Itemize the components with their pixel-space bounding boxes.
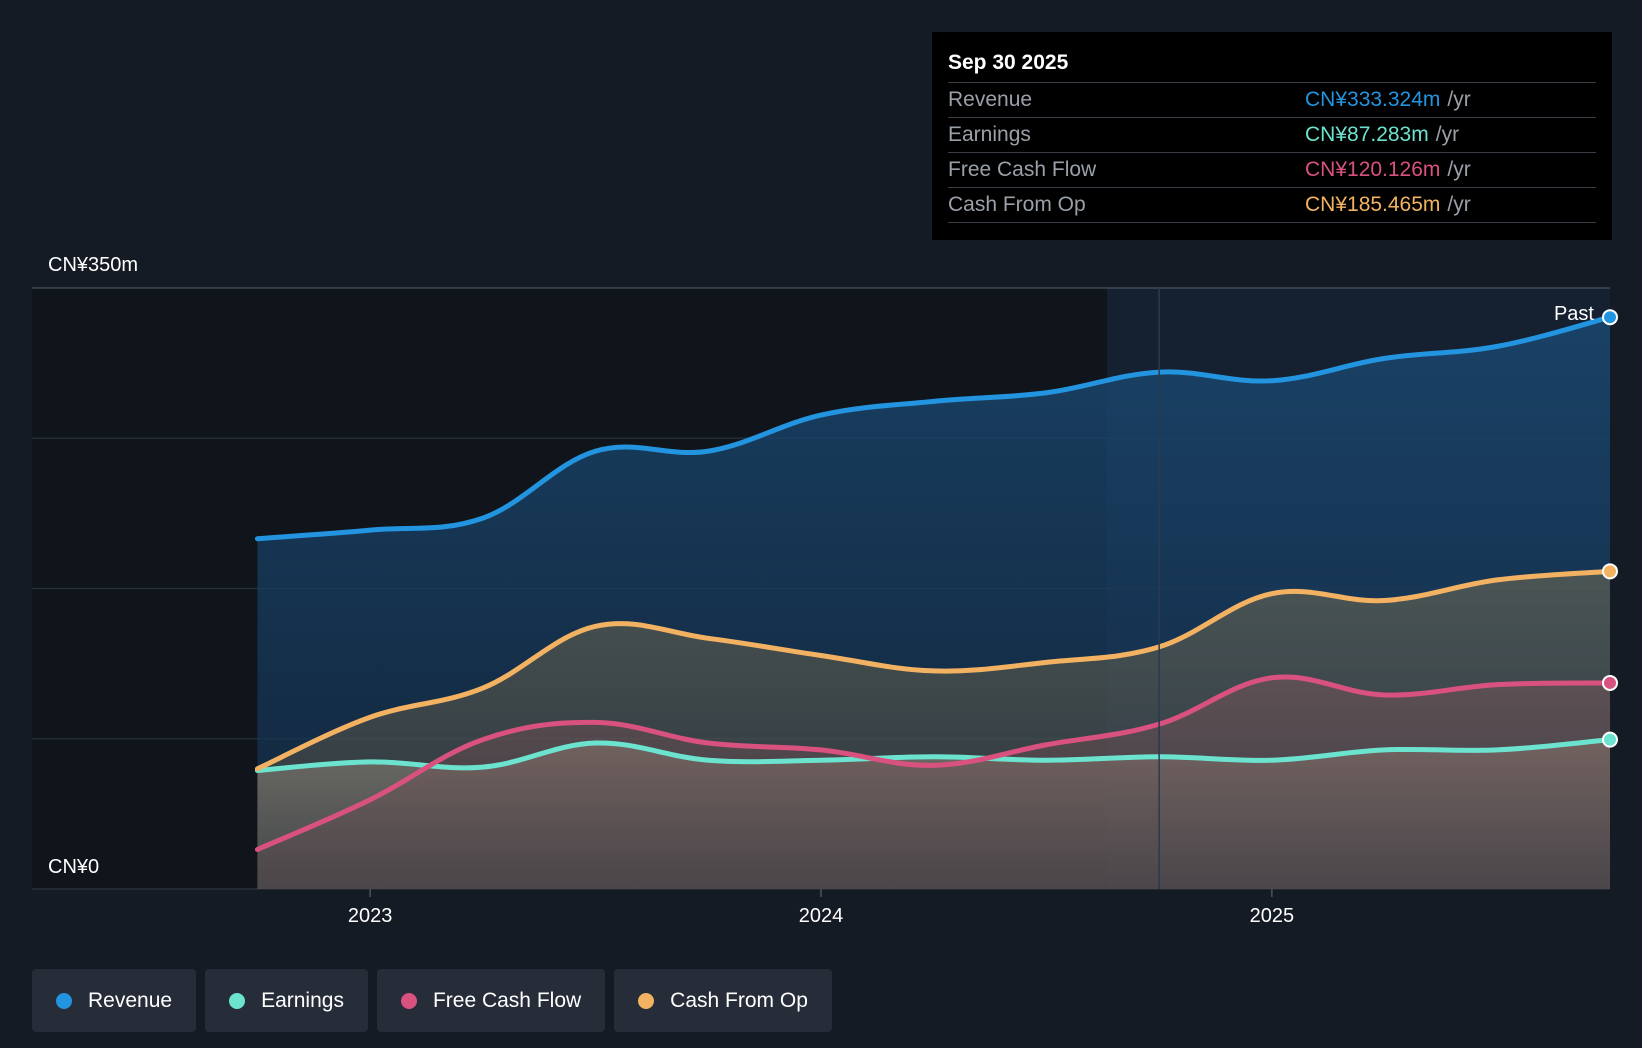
line-cash-from-op <box>254 568 1613 772</box>
x-axis-ticks: 2023 2024 2025 <box>348 889 1294 927</box>
legend-label: Revenue <box>88 988 173 1012</box>
tooltip-row-earnings: Earnings CN¥87.283m /yr <box>948 118 1596 153</box>
tooltip-row-free-cash-flow: Free Cash Flow CN¥120.126m /yr <box>948 153 1596 188</box>
tooltip-row-cash-from-op: Cash From Op CN¥185.465m /yr <box>948 188 1596 223</box>
line-free-cash-flow <box>254 674 1613 853</box>
end-marker-free-cash-flow <box>1602 674 1618 691</box>
tooltip-row-revenue: Revenue CN¥333.324m /yr <box>948 83 1596 118</box>
y-axis-bottom-label: CN¥0 <box>48 856 99 878</box>
x-tick-label: 2025 <box>1250 905 1295 927</box>
legend-dot-icon <box>638 992 655 1009</box>
end-marker-revenue <box>1602 309 1618 326</box>
line-revenue <box>254 314 1613 542</box>
legend-label: Free Cash Flow <box>432 988 582 1012</box>
tooltip-label: Free Cash Flow <box>948 158 1097 181</box>
legend-dot-icon <box>229 992 246 1009</box>
end-marker-cash-from-op <box>1602 563 1618 580</box>
tooltip-label: Cash From Op <box>948 193 1086 216</box>
tooltip-value: CN¥185.465m <box>1305 193 1441 216</box>
legend-item-earnings[interactable]: Earnings <box>205 969 368 1032</box>
line-earnings <box>254 737 1613 774</box>
legend-dot-icon <box>400 992 417 1009</box>
x-tick-label: 2023 <box>348 905 393 927</box>
tooltip-value: CN¥120.126m <box>1305 158 1441 181</box>
series-lines <box>254 314 1613 853</box>
legend: Revenue Earnings Free Cash Flow Cash Fro… <box>32 969 832 1032</box>
area-cash-from-op <box>257 571 1610 889</box>
legend-item-free-cash-flow[interactable]: Free Cash Flow <box>376 969 606 1032</box>
tooltip-unit: /yr <box>1447 158 1471 181</box>
x-tick-label: 2024 <box>799 905 844 927</box>
tooltip-label: Revenue <box>948 88 1033 111</box>
legend-item-cash-from-op[interactable]: Cash From Op <box>614 969 832 1032</box>
tooltip-label: Earnings <box>948 123 1031 146</box>
tooltip-value: CN¥87.283m <box>1305 123 1429 146</box>
tooltip-unit: /yr <box>1435 123 1460 146</box>
y-axis-top-label: CN¥350m <box>48 254 138 276</box>
tooltip-unit: /yr <box>1447 88 1471 111</box>
series-end-markers <box>1602 309 1618 748</box>
legend-label: Earnings <box>261 988 344 1012</box>
legend-item-revenue[interactable]: Revenue <box>32 969 197 1032</box>
series-areas <box>257 317 1610 890</box>
tooltip-panel: Sep 30 2025 Revenue CN¥333.324m /yr Earn… <box>932 32 1612 240</box>
tooltip-date: Sep 30 2025 <box>948 48 1596 83</box>
tooltip-unit: /yr <box>1447 193 1471 216</box>
end-marker-earnings <box>1602 731 1618 748</box>
legend-dot-icon <box>56 992 72 1009</box>
legend-label: Cash From Op <box>670 988 808 1012</box>
tooltip-value: CN¥333.324m <box>1305 88 1441 111</box>
past-label: Past <box>1554 303 1594 325</box>
